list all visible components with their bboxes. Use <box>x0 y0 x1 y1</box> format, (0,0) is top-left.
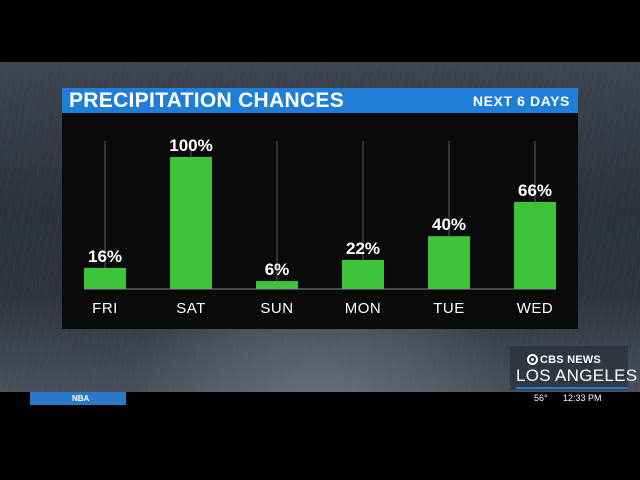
value-label: 40% <box>432 215 466 234</box>
cbs-eye-icon <box>527 354 538 365</box>
ticker-tag: NBA <box>30 392 126 405</box>
station-bug: CBS NEWS LOS ANGELES <box>510 346 637 390</box>
value-label: 6% <box>265 260 290 279</box>
category-label: SUN <box>260 300 293 317</box>
category-label: WED <box>517 300 554 317</box>
station-brand: CBS NEWS <box>540 354 601 366</box>
category-label: SAT <box>176 300 206 317</box>
bar-sat <box>170 157 212 289</box>
category-label: TUE <box>433 300 465 317</box>
category-label: FRI <box>92 300 118 317</box>
chart-panel: 16% FRI 100% SAT 6% SUN 22% MON 40% TUE 66% WED <box>62 113 578 329</box>
precipitation-bar-chart: 16% FRI 100% SAT 6% SUN 22% MON 40% TUE 66% WED <box>84 136 556 317</box>
value-label: 22% <box>346 239 380 258</box>
ticker-temperature: 56° <box>534 393 548 403</box>
bar-fri <box>84 267 126 289</box>
chart-subtitle: NEXT 6 DAYS <box>472 93 570 109</box>
chart-header: PRECIPITATION CHANCES NEXT 6 DAYS <box>62 88 578 113</box>
value-label: 100% <box>169 136 212 155</box>
value-label: 66% <box>518 181 552 200</box>
value-label: 16% <box>88 247 122 266</box>
station-underline <box>516 387 628 389</box>
bar-wed <box>514 201 556 289</box>
ticker-time: 12:33 PM <box>563 393 602 403</box>
chart-title: PRECIPITATION CHANCES <box>69 89 345 112</box>
bar-tue <box>428 236 470 289</box>
bar-sun <box>256 281 298 289</box>
ticker-bar: NBA 56° 12:33 PM <box>0 392 640 406</box>
category-label: MON <box>345 300 382 317</box>
station-city: LOS ANGELES <box>516 366 638 385</box>
bar-mon <box>342 259 384 289</box>
